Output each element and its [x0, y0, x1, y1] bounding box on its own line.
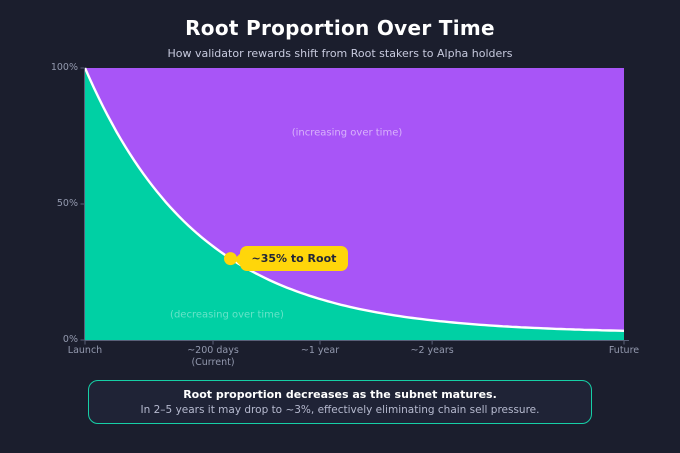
- annotation-dot: [224, 252, 237, 266]
- x-axis-label-future: Future: [608, 345, 640, 356]
- chart-title: Root Proportion Over Time: [185, 16, 495, 40]
- footer-note-line1: Root proportion decreases as the subnet …: [183, 388, 497, 401]
- annotation-callout: ~35% to Root: [239, 245, 349, 271]
- root-proportion-curve: [83, 67, 625, 332]
- x-axis-label-200-days: ~200 days (Current): [187, 345, 239, 368]
- footer-note-line2: In 2–5 years it may drop to ~3%, effecti…: [140, 404, 540, 416]
- y-axis-label-50: 50%: [56, 198, 78, 209]
- y-axis-label-0: 0%: [62, 334, 78, 345]
- y-axis-label-100: 100%: [50, 62, 78, 73]
- x-axis-label-launch: Launch: [67, 345, 103, 356]
- x-axis-label-1-year: ~1 year: [300, 345, 340, 356]
- area-chart: [80, 67, 629, 345]
- increasing-region-label: (increasing over time): [291, 127, 403, 139]
- footer-note-box: Root proportion decreases as the subnet …: [88, 380, 592, 424]
- chart-subtitle: How validator rewards shift from Root st…: [167, 47, 513, 60]
- root-area: [85, 68, 624, 340]
- decreasing-region-label: (decreasing over time): [170, 309, 284, 321]
- alpha-area: [85, 68, 624, 331]
- annotation-callout-label: ~35% to Root: [251, 251, 337, 265]
- x-axis-label-2-years: ~2 years: [410, 345, 454, 356]
